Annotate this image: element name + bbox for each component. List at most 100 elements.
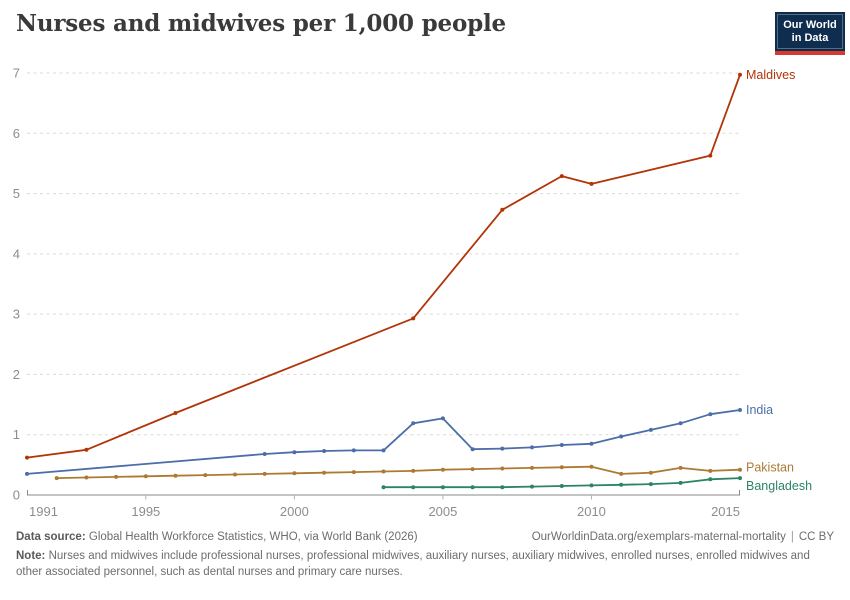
series-point-pakistan-2007[interactable] [500, 466, 505, 471]
x-axis-label-1991: 1991 [29, 504, 58, 519]
page-title: Nurses and midwives per 1,000 people [16, 10, 506, 37]
series-point-pakistan-1998[interactable] [233, 472, 237, 477]
series-point-bangladesh-2015[interactable] [738, 476, 742, 481]
series-label-bangladesh[interactable]: Bangladesh [746, 479, 812, 493]
series-point-bangladesh-2013[interactable] [678, 480, 683, 485]
series-point-pakistan-2000[interactable] [292, 471, 297, 476]
series-point-maldives-1996[interactable] [173, 411, 178, 415]
series-point-maldives-2007[interactable] [500, 207, 505, 212]
line-chart-canvas: 0 1 2 3 4 5 6 7 1991 1995 2000 2005 2010 2015 Maldives… [13, 66, 812, 520]
series-line-india[interactable] [26, 409, 741, 475]
series-point-india-2006[interactable] [470, 447, 475, 452]
series-point-india-2009[interactable] [559, 443, 564, 447]
series-point-india-2003[interactable] [381, 448, 386, 453]
series-point-bangladesh-2010[interactable] [589, 483, 594, 488]
series-point-pakistan-2015[interactable] [738, 467, 742, 472]
series-label-india[interactable]: India [746, 403, 773, 417]
series-point-pakistan-2004[interactable] [411, 468, 416, 473]
series-point-bangladesh-2008[interactable] [530, 484, 534, 489]
series-point-pakistan-2002[interactable] [351, 470, 356, 475]
series-point-india-2014[interactable] [708, 412, 713, 417]
series-point-maldives-1991[interactable] [25, 455, 29, 460]
y-axis-label-0: 0 [13, 488, 20, 503]
owid-url-link[interactable]: OurWorldinData.org/exemplars-maternal-mo… [531, 531, 786, 543]
source-row: Data source: Global Health Workforce Sta… [16, 531, 834, 543]
series-point-india-1991[interactable] [25, 471, 29, 476]
y-axis-label-3: 3 [13, 307, 20, 322]
y-axis-label-1: 1 [13, 427, 20, 442]
series-point-pakistan-2011[interactable] [619, 471, 624, 476]
series-point-pakistan-2013[interactable] [678, 465, 683, 470]
series-point-pakistan-1994[interactable] [114, 474, 119, 479]
series-point-pakistan-1999[interactable] [262, 471, 267, 476]
series-point-bangladesh-2014[interactable] [708, 477, 713, 482]
series-point-india-1999[interactable] [262, 452, 267, 456]
series-point-maldives-2009[interactable] [559, 174, 564, 179]
x-axis-label-2000: 2000 [280, 504, 309, 519]
x-axis-label-2005: 2005 [428, 504, 457, 519]
series-point-bangladesh-2007[interactable] [500, 485, 505, 490]
series-point-pakistan-2006[interactable] [470, 467, 475, 472]
attribution-divider: | [790, 531, 794, 543]
note-label: Note: [16, 550, 46, 562]
series-label-maldives[interactable]: Maldives [746, 68, 795, 82]
owid-logo-text: Our World in Data [777, 14, 843, 49]
series-point-maldives-2014[interactable] [708, 153, 713, 158]
series-point-india-2015[interactable] [738, 408, 742, 412]
series-point-pakistan-2009[interactable] [559, 465, 564, 470]
x-axis-label-1995: 1995 [131, 504, 160, 519]
series-point-pakistan-1997[interactable] [203, 473, 208, 478]
series-point-pakistan-2001[interactable] [322, 470, 327, 475]
series-point-maldives-1993[interactable] [84, 447, 89, 452]
series-point-india-2005[interactable] [440, 416, 445, 421]
data-source-text: Global Health Workforce Statistics, WHO,… [88, 531, 418, 543]
series-point-bangladesh-2003[interactable] [381, 485, 386, 490]
series-point-india-2000[interactable] [292, 450, 297, 455]
series-point-pakistan-2014[interactable] [708, 468, 713, 473]
series-point-bangladesh-2009[interactable] [559, 484, 564, 488]
data-source: Data source: Global Health Workforce Sta… [16, 531, 418, 543]
series-point-bangladesh-2004[interactable] [411, 485, 416, 490]
license-link[interactable]: CC BY [798, 531, 834, 543]
series-point-india-2010[interactable] [589, 441, 594, 446]
series-point-india-2011[interactable] [619, 434, 624, 439]
series-point-pakistan-1992[interactable] [54, 476, 59, 481]
series-point-india-2002[interactable] [351, 448, 356, 453]
series-point-bangladesh-2012[interactable] [648, 482, 653, 487]
y-axis-label-2: 2 [13, 367, 20, 382]
series-line-pakistan[interactable] [55, 465, 741, 480]
series-label-pakistan[interactable]: Pakistan [746, 461, 794, 475]
series-point-maldives-2004[interactable] [411, 316, 416, 321]
x-axis-label-2010: 2010 [577, 504, 606, 519]
series-point-india-2007[interactable] [500, 446, 505, 451]
y-axis-label-7: 7 [13, 66, 20, 81]
series-point-pakistan-1995[interactable] [143, 474, 148, 479]
attribution: OurWorldinData.org/exemplars-maternal-mo… [532, 531, 834, 543]
series-point-maldives-2010[interactable] [589, 181, 594, 186]
y-axis-label-4: 4 [13, 246, 20, 261]
chart-note: Note: Nurses and midwives include profes… [16, 549, 834, 581]
series-point-pakistan-2005[interactable] [440, 467, 445, 472]
data-source-label: Data source: [16, 531, 86, 543]
series-point-india-2013[interactable] [678, 421, 683, 426]
owid-logo-line1: Our World [783, 19, 837, 31]
x-axis-label-2015: 2015 [711, 504, 740, 519]
series-point-pakistan-2012[interactable] [648, 470, 653, 475]
series-point-maldives-2015[interactable] [738, 72, 742, 77]
series-point-india-2008[interactable] [530, 445, 534, 450]
series-point-bangladesh-2006[interactable] [470, 485, 475, 490]
series-point-pakistan-1993[interactable] [84, 475, 89, 480]
series-point-pakistan-2003[interactable] [381, 469, 386, 474]
series-point-bangladesh-2005[interactable] [440, 485, 445, 490]
series-point-india-2012[interactable] [648, 427, 653, 432]
owid-logo-red-bar [775, 51, 845, 55]
series-point-bangladesh-2011[interactable] [619, 482, 624, 487]
series-point-india-2004[interactable] [411, 421, 416, 426]
series-line-maldives[interactable] [26, 73, 741, 459]
series-point-pakistan-1996[interactable] [173, 473, 178, 478]
series-point-pakistan-2008[interactable] [530, 465, 534, 470]
series-point-india-2001[interactable] [322, 449, 327, 453]
series-point-pakistan-2010[interactable] [589, 464, 594, 469]
owid-logo: Our World in Data [775, 12, 845, 55]
